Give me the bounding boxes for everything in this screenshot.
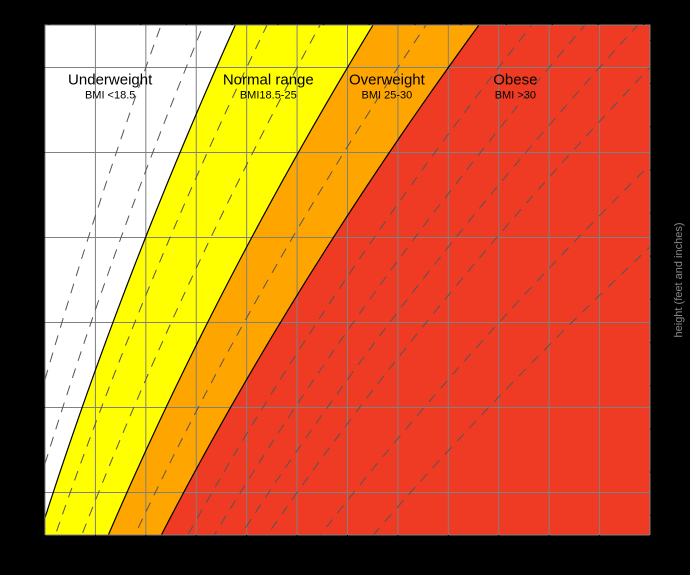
region-label-underweight: Underweight [68, 72, 153, 89]
region-sublabel-normal-range: BMI18.5-25 [240, 90, 297, 102]
region-label-obese: Obese [493, 72, 537, 89]
region-sublabel-underweight: BMI <18.5 [85, 90, 135, 102]
region-sublabel-obese: BMI >30 [495, 90, 536, 102]
bmi-chart: UnderweightBMI <18.5 Normal rangeBMI18.5-… [0, 0, 690, 575]
y-axis-right-label: height (feet and inches) [673, 223, 685, 338]
region-label-normal-range: Normal range [223, 72, 314, 89]
region-sublabel-overweight: BMI 25-30 [362, 90, 413, 102]
region-label-overweight: Overweight [349, 72, 426, 89]
bmi-chart-svg: UnderweightBMI <18.5 Normal rangeBMI18.5-… [0, 0, 690, 575]
